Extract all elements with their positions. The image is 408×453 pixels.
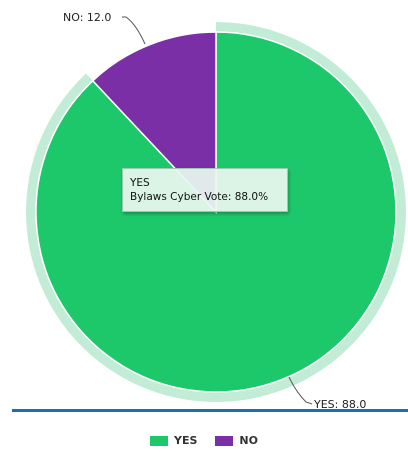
slice-layer xyxy=(35,31,397,393)
legend-swatch-no xyxy=(215,435,234,446)
legend: YES NO xyxy=(0,434,408,447)
legend-label-no: NO xyxy=(239,434,258,447)
legend-item-no[interactable]: NO xyxy=(215,434,258,447)
legend-item-yes[interactable]: YES xyxy=(150,434,197,447)
tooltip-title: YES xyxy=(130,177,150,189)
legend-swatch-yes xyxy=(150,435,169,446)
leader-line-no xyxy=(122,16,146,45)
slice-label-yes: YES: 88.0 xyxy=(313,398,366,411)
legend-label-yes: YES xyxy=(174,434,198,447)
tooltip: YES Bylaws Cyber Vote: 88.0% xyxy=(122,168,288,212)
label-layer: YES: 88.0 NO: 12.0 xyxy=(63,11,366,411)
pie-slice-no[interactable] xyxy=(91,31,217,214)
bottom-rule xyxy=(12,409,408,412)
tooltip-value: Bylaws Cyber Vote: 88.0% xyxy=(130,191,269,203)
slice-label-no: NO: 12.0 xyxy=(63,11,111,24)
leader-line-yes xyxy=(288,376,313,405)
